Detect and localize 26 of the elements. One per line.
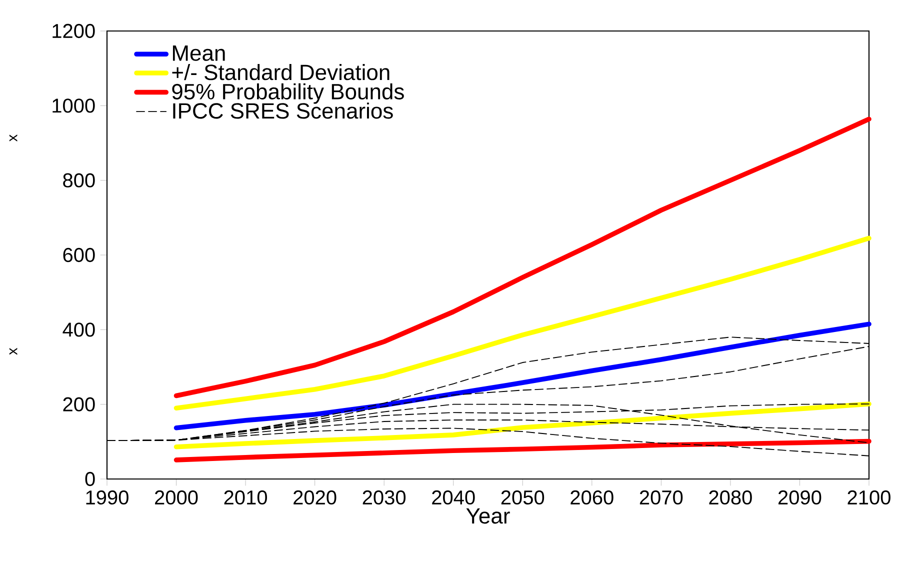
x-tick-label: 2060: [570, 490, 614, 505]
x-tick-label: 2010: [224, 490, 267, 505]
x-tick-label: 1990: [86, 490, 128, 505]
x-tick-label: 2000: [155, 490, 198, 505]
legend-label: Mean: [172, 46, 225, 61]
y-tick-label: 400: [62, 322, 95, 337]
text: x: [9, 134, 18, 142]
x-tick-label: 2070: [640, 490, 683, 505]
legend-label: IPCC SRES Scenarios: [173, 102, 393, 119]
y-tick-label: 0: [85, 472, 95, 486]
text: x: [9, 348, 18, 355]
x-tick-label: 2020: [294, 490, 336, 505]
y-tick-label: 200: [63, 397, 95, 412]
legend-label: 95% Probability Bounds: [172, 83, 404, 104]
x-tick-label: 2100: [848, 490, 890, 505]
y-tick-label: 1200: [52, 24, 95, 38]
y-tick-label: 1000: [52, 98, 95, 113]
x-tick-label: 2040: [432, 490, 475, 505]
x-tick-label: 2090: [778, 490, 822, 505]
x-tick-label: 2030: [362, 490, 406, 505]
y-tick-label: 600: [63, 248, 95, 262]
x-axis-title: Year: [466, 508, 510, 524]
y-tick-label: 800: [63, 173, 95, 188]
legend-label: +/- Standard Deviation: [172, 64, 390, 80]
x-tick-label: 2080: [709, 490, 752, 505]
x-tick-label: 2050: [501, 490, 544, 505]
